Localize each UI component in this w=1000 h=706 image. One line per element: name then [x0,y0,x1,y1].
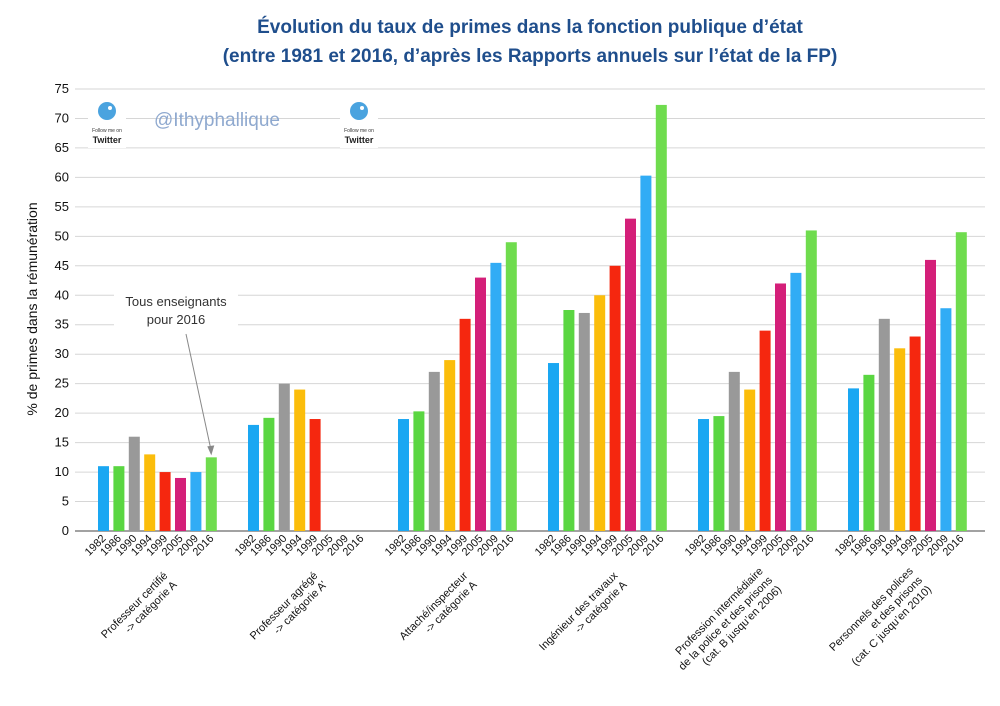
badge-big-text: Twitter [345,135,374,145]
y-tick-label: 60 [55,169,69,184]
bar [159,472,171,531]
bar [398,419,409,531]
bar [805,230,817,531]
y-tick-label: 20 [55,405,69,420]
y-tick-label: 45 [55,258,69,273]
y-tick-label: 55 [55,199,69,214]
annotation: Tous enseignants pour 2016 [114,291,238,456]
bar [144,454,156,531]
bar [863,374,875,531]
y-tick-label: 40 [55,287,69,302]
twitter-badge-right: Follow me on Twitter [340,96,378,148]
bar [894,348,906,531]
bar [278,383,290,531]
y-axis-label: % de primes dans la rémunération [24,202,40,415]
y-tick-label: 10 [55,464,69,479]
bar [759,330,771,531]
bar [490,262,502,531]
bar [475,277,486,531]
bar [128,436,140,531]
badge-small-text: Follow me on [344,128,374,134]
annotation-line-2: pour 2016 [147,312,206,327]
chart-title: Évolution du taux de primes dans la fonc… [257,16,803,38]
y-tick-label: 65 [55,140,69,155]
y-tick-label: 5 [62,494,69,509]
bar [428,371,440,531]
y-tick-label: 75 [55,81,69,96]
bar [698,419,709,531]
category-label: Professeur agrégé-> catégorie A’ [248,570,330,642]
bar [413,411,425,531]
category-label-line: de la police et des prisons [677,574,776,673]
badge-big-text: Twitter [93,135,122,145]
y-tick-label: 50 [55,228,69,243]
y-axis-ticks: 0 5 10 15 20 25 30 35 40 45 50 55 60 65 70 75 [55,81,69,538]
annotation-arrow [185,333,212,452]
bar [728,371,740,531]
chart-subtitle: (entre 1981 et 2016, d’après les Rapport… [223,46,838,67]
y-tick-label: 70 [55,110,69,125]
y-tick-label: 15 [55,435,69,450]
bar [848,388,859,531]
bar [909,336,921,531]
bar [175,477,186,531]
category-label: Attaché/inspecteur-> catégorie A [397,570,480,643]
bar [713,416,725,531]
bar [878,318,890,531]
bar [263,417,275,531]
bar [640,175,652,531]
category-label: Ingénieur des travaux-> catégorie A [537,570,630,654]
bar [940,308,952,531]
bar [790,272,802,531]
category-label: Professeur certifié-> catégorie A [99,570,180,641]
bar [548,363,559,531]
bar [609,265,621,531]
bar [563,310,575,531]
y-tick-label: 35 [55,317,69,332]
bar [98,466,109,531]
badge-small-text: Follow me on [92,128,122,134]
y-tick-label: 0 [62,523,69,538]
bar [625,218,636,532]
grid [75,88,985,532]
bar [459,318,471,531]
x-axis-labels: 19821986199019941999200520092016Professe… [83,533,967,673]
bar [744,389,756,531]
bar [309,419,321,531]
bar [578,312,590,531]
bar [505,242,517,531]
bar [444,360,456,531]
twitter-handle: @Ithyphallique [154,110,280,131]
bar [594,295,606,531]
annotation-arrowhead [207,445,215,456]
category-label-line: Ingénieur des travaux [537,570,621,654]
bars [98,104,967,532]
y-tick-label: 30 [55,346,69,361]
bird-icon [350,102,368,120]
twitter-badge-left: Follow me on Twitter [88,96,126,148]
bar [955,232,967,531]
bar [925,259,936,531]
bar [205,457,217,531]
annotation-line-1: Tous enseignants [125,294,227,309]
bird-icon [98,102,116,120]
bar [294,389,306,531]
bar [655,104,667,532]
bar [190,472,202,531]
bar [113,466,125,531]
y-tick-label: 25 [55,376,69,391]
bar [248,424,259,531]
bar [775,283,786,531]
